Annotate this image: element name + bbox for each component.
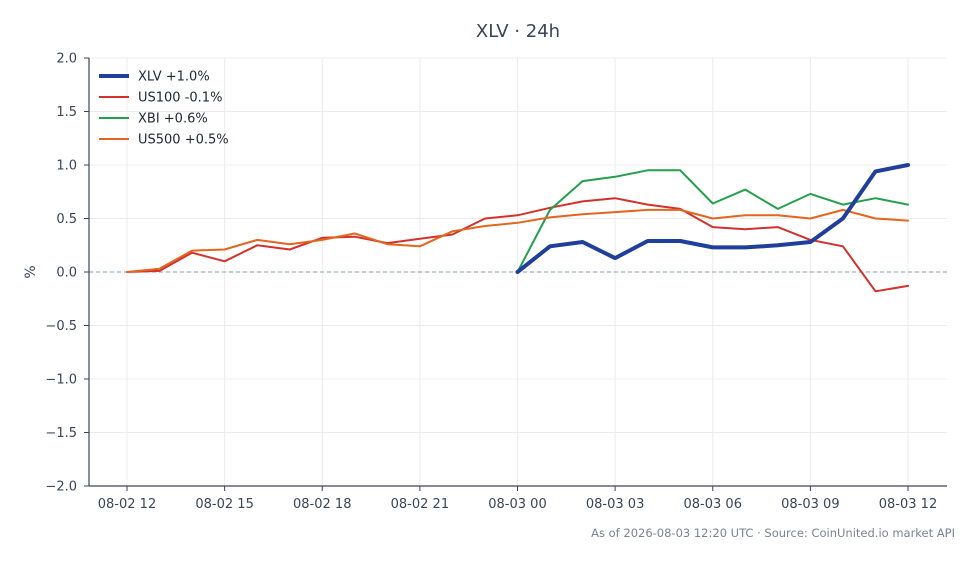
x-tick-label: 08-03 12 bbox=[879, 497, 937, 512]
legend-label: US500 +0.5% bbox=[138, 133, 229, 148]
x-tick-label: 08-02 15 bbox=[195, 497, 253, 512]
legend-item-xlv: XLV +1.0% bbox=[99, 70, 210, 85]
series-line-xlv bbox=[515, 163, 910, 274]
y-tick-label: −0.5 bbox=[45, 319, 77, 334]
x-tick-label: 08-02 18 bbox=[293, 497, 351, 512]
x-tick-label: 08-03 03 bbox=[586, 497, 644, 512]
chart-title: XLV · 24h bbox=[476, 21, 560, 42]
legend-item-us100: US100 -0.1% bbox=[99, 91, 222, 106]
legend-item-us500: US500 +0.5% bbox=[99, 133, 229, 148]
series-line-us100 bbox=[126, 197, 909, 293]
legend: XLV +1.0% US100 -0.1% XBI +0.6% US500 +0.5% bbox=[99, 70, 229, 148]
x-tick-label: 08-03 09 bbox=[781, 497, 839, 512]
series-line-xbi bbox=[516, 169, 909, 273]
series-lines bbox=[126, 163, 910, 293]
y-tick-label: −1.5 bbox=[45, 426, 77, 441]
y-tick-label: 1.5 bbox=[56, 105, 77, 120]
y-axis-label: % bbox=[23, 265, 39, 278]
axes: −2.0 −1.5 −1.0 −0.5 0.0 0.5 1.0 1.5 2.0 08-02 12 0… bbox=[45, 52, 947, 512]
series-line-us500 bbox=[126, 208, 909, 273]
footer-source: As of 2026-08-03 12:20 UTC · Source: Coi… bbox=[591, 526, 955, 540]
legend-label: XLV +1.0% bbox=[138, 70, 210, 85]
y-tick-label: 1.0 bbox=[56, 159, 77, 174]
legend-item-xbi: XBI +0.6% bbox=[99, 112, 208, 127]
y-tick-label: 0.0 bbox=[56, 266, 77, 281]
y-tick-label: −1.0 bbox=[45, 373, 77, 388]
x-tick-label: 08-03 06 bbox=[684, 497, 742, 512]
y-tick-label: 0.5 bbox=[56, 212, 77, 227]
x-tick-label: 08-03 00 bbox=[488, 497, 546, 512]
y-tick-label: −2.0 bbox=[45, 480, 77, 495]
y-tick-label: 2.0 bbox=[56, 52, 77, 67]
legend-label: US100 -0.1% bbox=[138, 91, 222, 106]
x-tick-label: 08-02 12 bbox=[98, 497, 156, 512]
legend-label: XBI +0.6% bbox=[138, 112, 208, 127]
x-tick-label: 08-02 21 bbox=[391, 497, 449, 512]
